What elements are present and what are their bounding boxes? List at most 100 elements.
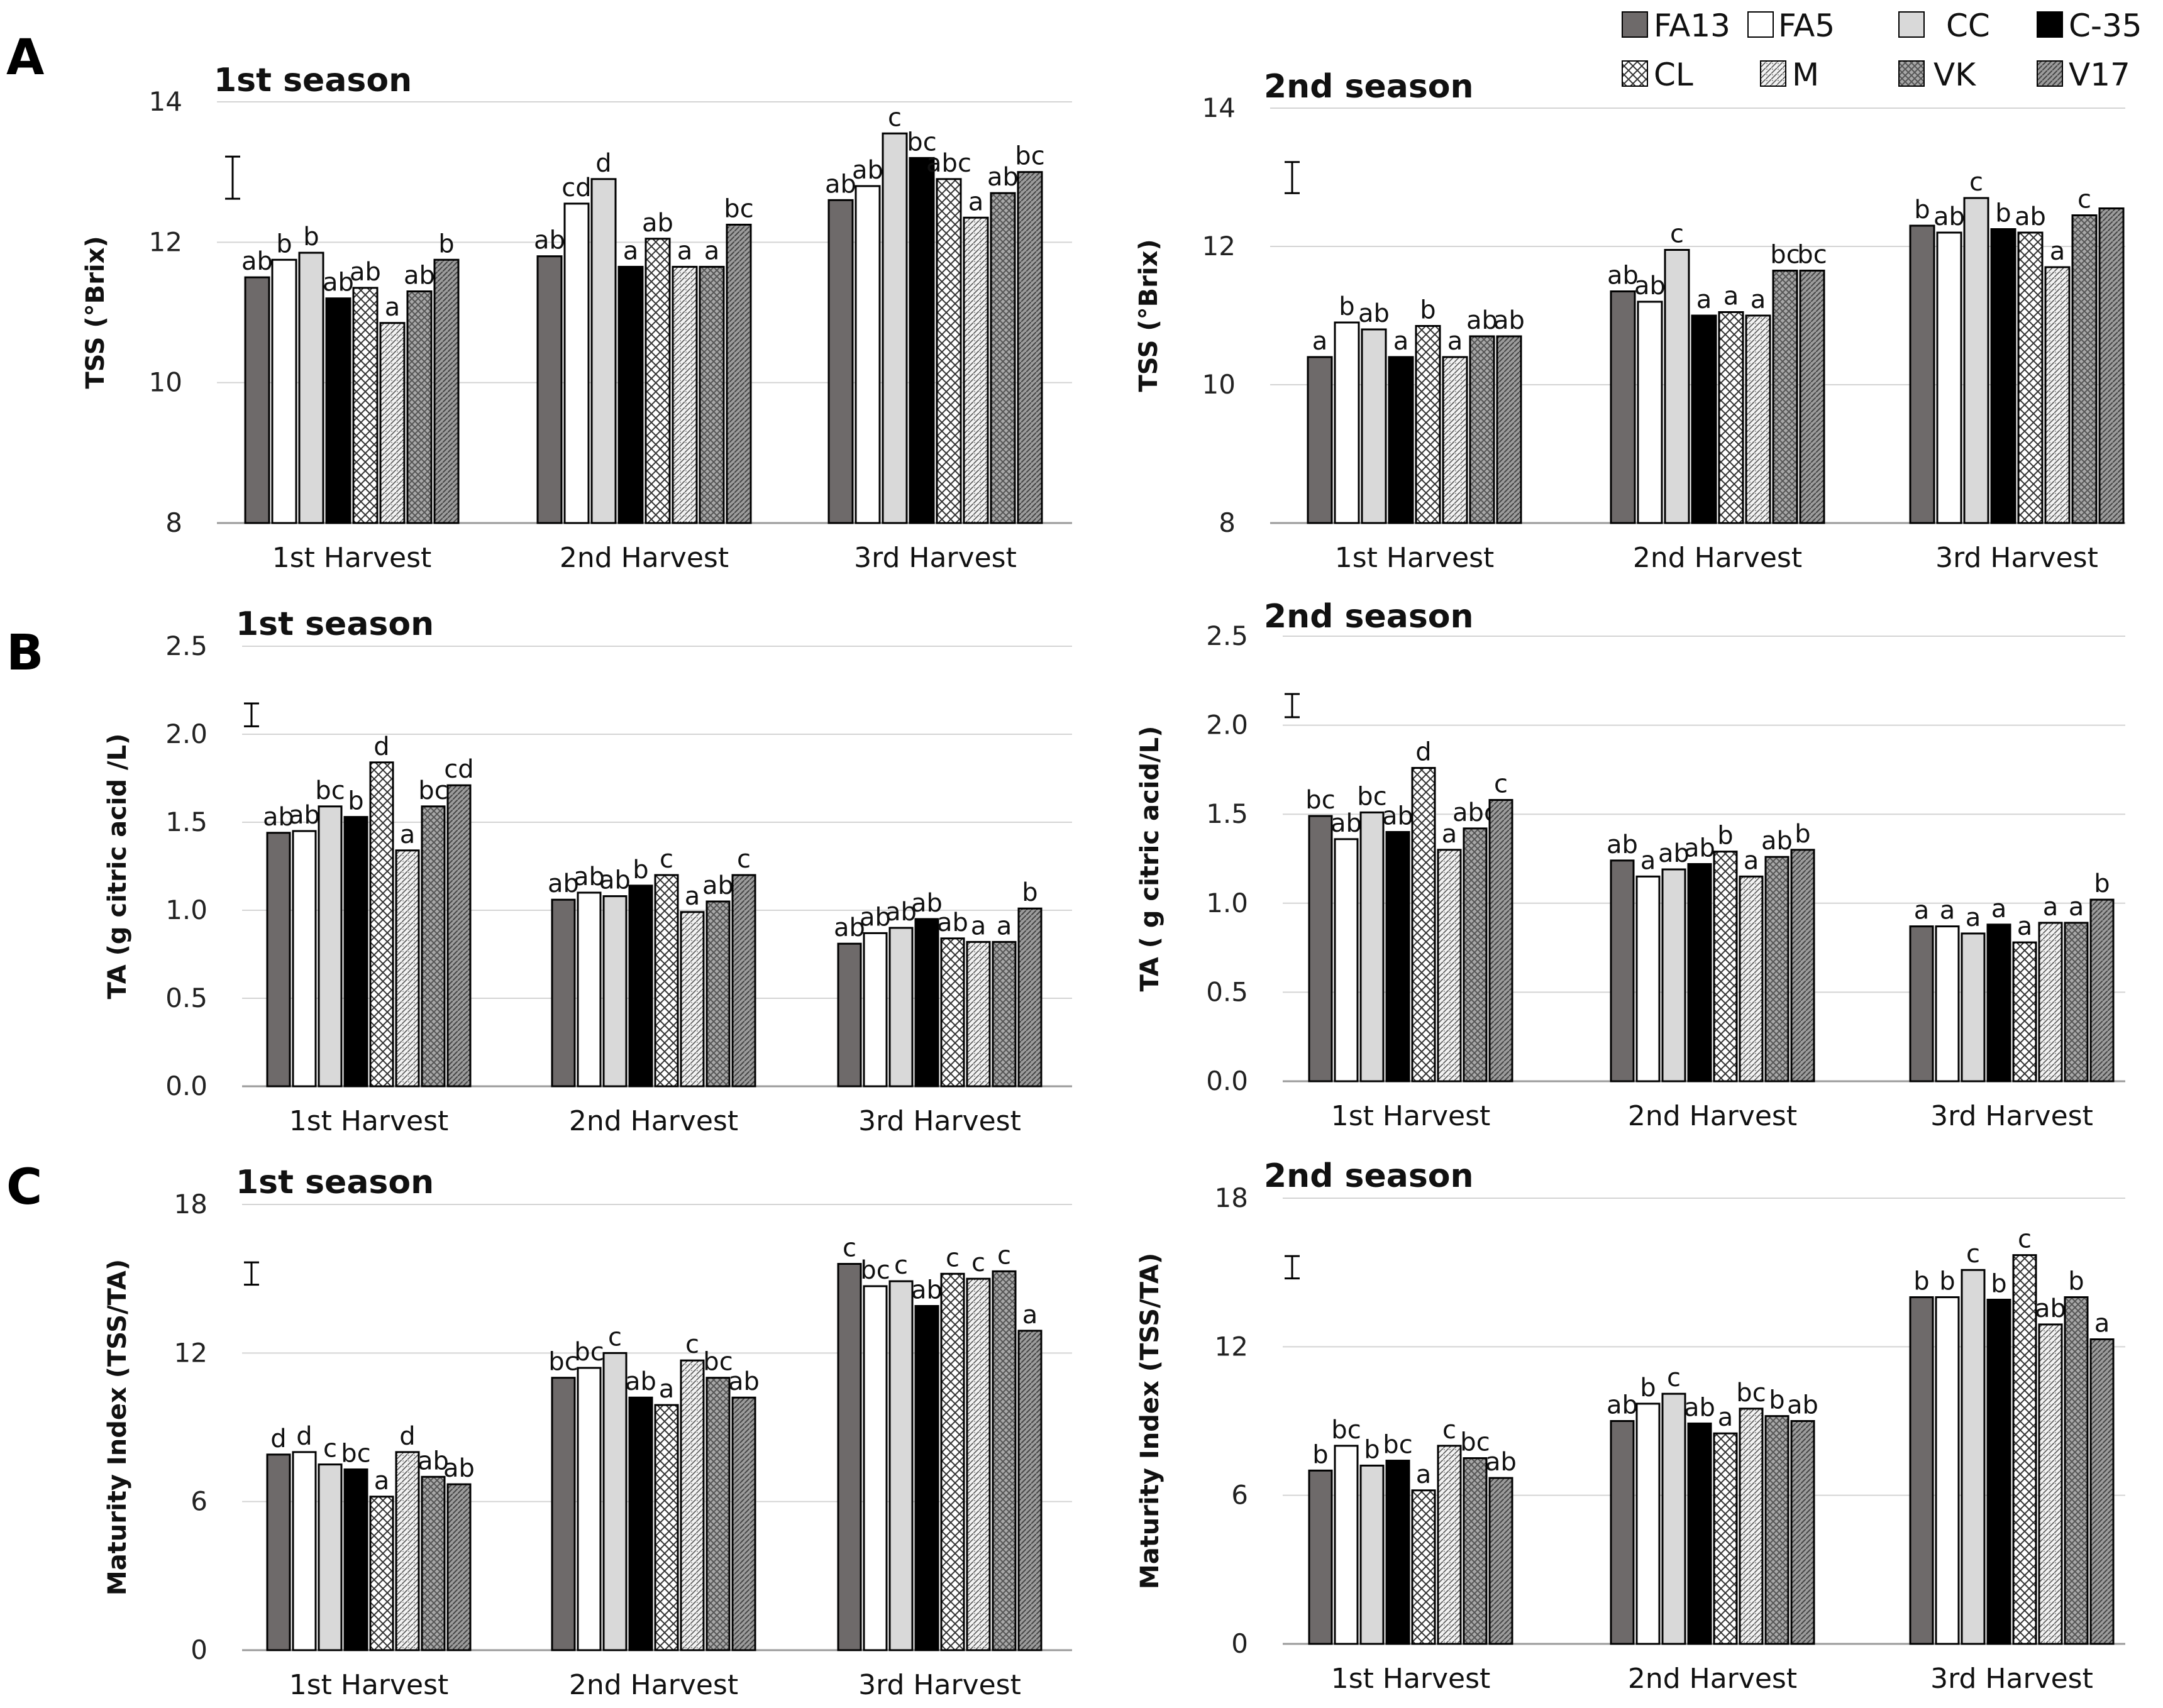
chart-a-season1-bar-cc-h1 [298,251,324,524]
chart-a-season1-category-label: 2nd Harvest [560,542,729,574]
chart-c-season1-sig-letter: c [685,1330,699,1359]
chart-b-season2-bar-cc-h2 [1661,868,1686,1083]
legend-label-vk: VK [1933,57,1976,93]
chart-b-season2-category-label: 1st Harvest [1331,1100,1491,1132]
chart-b-season2-sig-letter: d [1415,738,1431,767]
legend-swatch-m [1760,60,1786,87]
chart-b-season2-ytick-label: 0.5 [1206,976,1248,1007]
chart-c-season1-title: 1st season [236,1164,434,1201]
chart-c-season1-sig-letter: a [659,1375,675,1404]
chart-b-season1-bar-v17-h2 [731,874,756,1088]
chart-c-season2-bar-m-h3 [2038,1323,2063,1645]
legend-item-fa13: FA13 [1622,8,1730,44]
chart-b-season1-sig-letter: ab [834,913,865,942]
chart-b-season1-bar-v17-h3 [1017,907,1043,1088]
chart-b-season2-bar-m-h3 [2038,922,2063,1083]
legend-item-fa5: FA5 [1747,8,1835,44]
chart-c-season2-bar-cc-h3 [1961,1269,1986,1645]
chart-b-season2-sig-letter: a [1991,895,2007,923]
chart-a-season1-bar-fa5-h3 [855,185,881,524]
legend-swatch-cl [1622,60,1648,87]
chart-b-season2-sig-letter: b [1717,822,1733,851]
chart-c-season1-bar-c35-h3 [914,1304,939,1651]
chart-c-season2-sig-letter: a [1718,1403,1734,1432]
chart-b-season2-bar-c35-h2 [1687,862,1712,1083]
chart-a-season1-sig-letter: bc [724,194,753,223]
chart-a-season2-sig-letter: b [1339,292,1354,321]
chart-a-season2-bar-m-h3 [2044,266,2071,524]
chart-a-season1-bar-v17-h2 [726,223,752,524]
chart-b-season2-bar-vk-h1 [1463,827,1488,1083]
chart-a-season1-sig-letter: b [438,229,454,258]
chart-a-season1-sig-letter: b [276,229,292,258]
chart-a-season2-bar-cc-h1 [1361,328,1387,524]
legend-swatch-cc [1898,11,1925,38]
chart-b-season1: 0.0 0.5 1.0 1.5 2.0 2.5 1st season TA (g citric… [103,605,1072,1137]
chart-b-season2-sig-letter: a [1442,820,1458,849]
chart-b-season2-sig-letter: bc [1357,782,1386,811]
chart-c-season1-bar-cl-h2 [654,1404,679,1651]
legend-item-cc: CC [1898,8,1990,44]
chart-a-season1-ytick-label: 14 [149,86,182,117]
chart-c-season2-bar-cc-h1 [1359,1464,1385,1645]
legend-label-v17: V17 [2069,57,2130,93]
chart-a-season2-bar-cl-h2 [1718,311,1744,524]
legend-swatch-fa13 [1622,11,1648,38]
legend-label-fa13: FA13 [1654,8,1730,44]
legend-label-fa5: FA5 [1778,8,1835,44]
chart-c-season2-category-label: 1st Harvest [1331,1663,1491,1695]
chart-c-season1-bar-fa13-h3 [837,1263,862,1651]
chart-b-season2-sig-letter: ab [1761,827,1793,856]
chart-c-season1-sig-letter: d [296,1422,312,1451]
chart-b-season1-bar-c35-h1 [343,816,368,1088]
chart-c-season2-sig-letter: bc [1460,1428,1490,1457]
chart-c-season2-category-label: 2nd Harvest [1628,1663,1797,1695]
chart-a-season1-bar-m-h3 [963,216,989,524]
chart-a-season1-bar-fa5-h2 [563,202,590,524]
chart-c-season2-sig-letter: ab [1787,1391,1818,1420]
chart-a-season1-ytick-label: 12 [149,226,182,257]
chart-a-season2-bar-vk-h1 [1469,335,1495,524]
chart-a-season1-bar-fa13-h1 [244,276,270,524]
chart-c-season2-sig-letter: c [1667,1364,1681,1392]
chart-c-season2-sig-letter: b [1913,1267,1929,1296]
chart-a-season1-bar-vk-h2 [699,265,725,524]
chart-c-season1-sig-letter: c [971,1248,985,1277]
chart-a-season1-bar-m-h1 [379,322,406,524]
chart-b-season2-bar-fa13-h1 [1308,815,1333,1083]
chart-c-season2-ytick-label: 18 [1215,1182,1248,1213]
chart-b-season1-sig-letter: ab [937,908,968,937]
chart-b-season1-sig-letter: ab [885,898,917,927]
chart-a-season2-sig-letter: ab [1933,202,1965,231]
chart-b-season1-sig-letter: ab [289,801,320,830]
chart-c-season2-sig-letter: a [1416,1460,1432,1489]
legend: FA13 FA5 CC C-35 CL M VK V17 [1622,8,2142,93]
chart-a-season1-sig-letter: ab [534,226,565,255]
chart-a-season2-bar-fa13-h1 [1307,356,1333,524]
chart-b-season1-sig-letter: ab [702,871,734,900]
chart-c-season2-bar-fa5-h2 [1635,1402,1661,1645]
chart-c-season1-bar-m-h3 [966,1277,991,1651]
chart-b-season2-ytick-label: 0.0 [1206,1066,1248,1096]
chart-b-season1-bar-vk-h3 [992,940,1017,1088]
chart-c-season1-bar-cl-h1 [369,1496,394,1651]
chart-a-season1-bar-fa5-h1 [271,258,297,524]
chart-b-season2-title: 2nd season [1264,598,1474,636]
chart-b-season1-sig-letter: bc [418,776,448,805]
chart-c-season2-sig-letter: ab [1607,1391,1638,1420]
chart-c-season1-sig-letter: c [997,1241,1011,1270]
chart-a-season1-sig-letter: d [595,149,611,178]
chart-b-season1-bar-fa5-h3 [863,932,888,1088]
legend-item-c35: C-35 [2037,8,2142,44]
chart-c-season1-ytick-label: 12 [174,1337,207,1368]
chart-b-season1-bar-cl-h1 [369,761,394,1088]
chart-c-season1-bar-fa13-h1 [266,1453,291,1651]
chart-b-season2-bar-fa13-h3 [1909,925,1934,1083]
chart-a-season2-sig-letter: ab [1607,262,1639,290]
chart-a-season1-bar-c35-h3 [909,157,935,524]
chart-b-season1-bar-cc-h1 [318,805,343,1088]
chart-a-season1-sig-letter: ab [323,268,354,297]
